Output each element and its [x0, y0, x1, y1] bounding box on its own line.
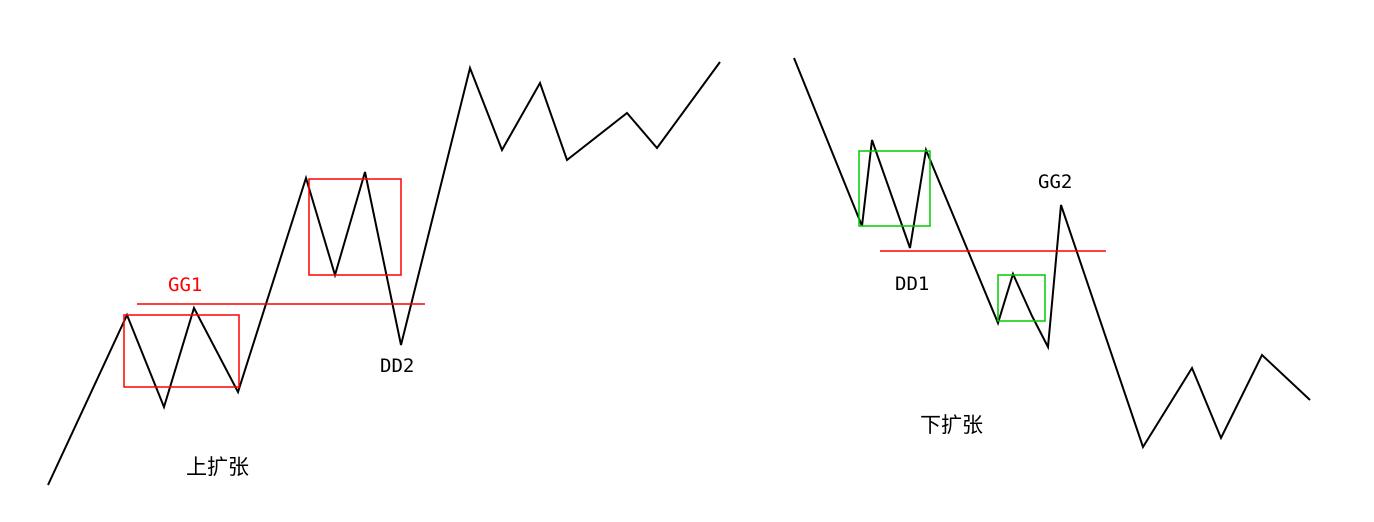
gg1-label: GG1: [168, 274, 202, 296]
lower-expansion-group: DD1 GG2 下扩张: [793, 57, 1311, 450]
dd1-label: DD1: [895, 273, 929, 295]
dd2-label: DD2: [380, 355, 414, 377]
lower-box-1: [858, 150, 931, 227]
upper-expansion-title: 上扩张: [186, 455, 249, 479]
lower-expansion-title: 下扩张: [920, 413, 983, 437]
upper-expansion-group: GG1 DD2 上扩张: [47, 61, 721, 486]
lower-box-2: [997, 274, 1046, 322]
upper-box-1: [123, 314, 240, 388]
gg2-label: GG2: [1038, 171, 1072, 193]
lower-price-path: [793, 57, 1311, 450]
upper-box-2: [308, 178, 402, 276]
upper-price-path: [47, 61, 721, 486]
